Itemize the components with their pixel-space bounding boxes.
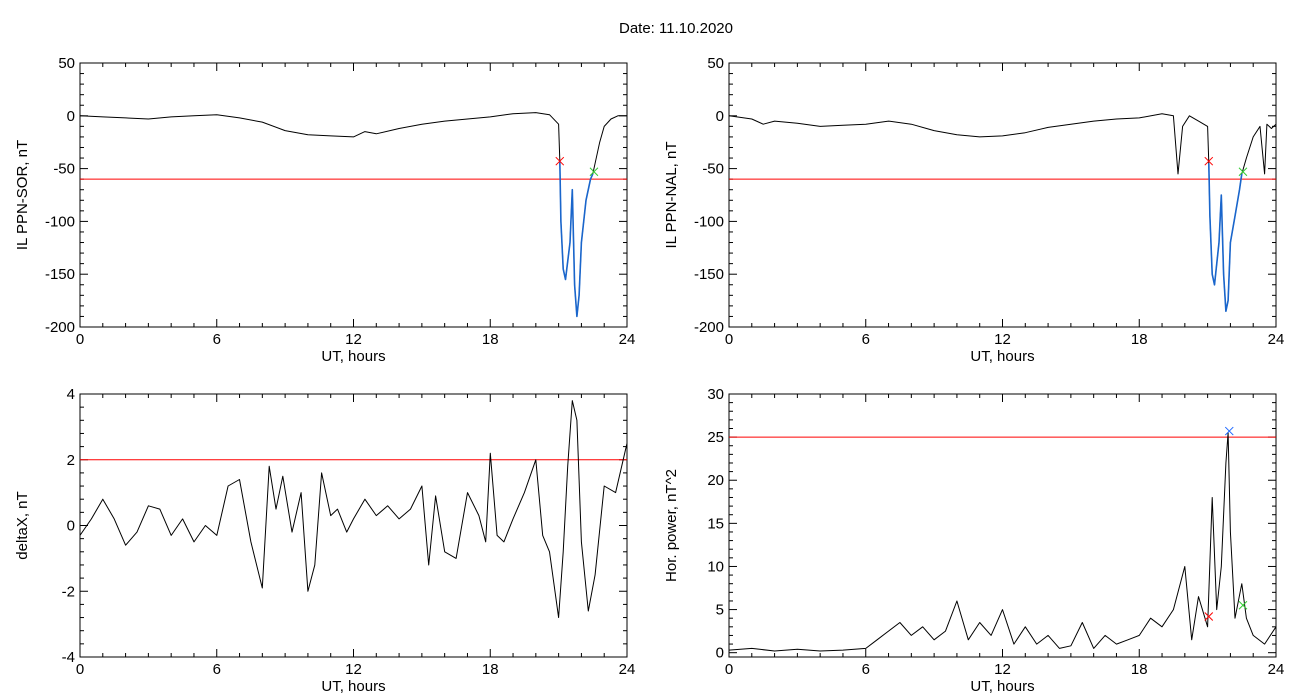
figure-title: Date: 11.10.2020 xyxy=(619,20,733,37)
y-tick-label: -4 xyxy=(62,649,75,666)
panel-ppn-nal: 0 6 12 18 24 -200 -150 -100 -50 0 50 UT, hours IL PP… xyxy=(663,55,1284,365)
x-tick-label: 24 xyxy=(619,331,636,348)
plot-frame xyxy=(728,393,1277,658)
x-tick-label: 24 xyxy=(619,661,636,678)
x-tick-label: 0 xyxy=(725,661,733,678)
series-line xyxy=(729,432,1276,652)
panel-hor-power: 0 6 12 18 24 0 5 10 15 20 25 30 UT, hours Hor. power,… xyxy=(663,386,1284,695)
y-tick-label: 10 xyxy=(707,558,724,575)
x-axis-label: UT, hours xyxy=(321,348,385,365)
plot-area xyxy=(80,400,627,618)
x-tick-label: 0 xyxy=(76,661,84,678)
y-axis-label: IL PPN-NAL, nT xyxy=(663,142,680,249)
x-tick-label: 6 xyxy=(213,331,221,348)
y-tick-label: -200 xyxy=(694,319,724,336)
y-tick-label: -100 xyxy=(45,213,75,230)
y-tick-label: 0 xyxy=(716,645,724,662)
y-tick-label: 30 xyxy=(707,386,724,403)
y-tick-label: 0 xyxy=(716,108,724,125)
plot-area xyxy=(80,112,627,318)
y-tick-label: -50 xyxy=(702,161,724,178)
end-marker xyxy=(589,167,599,177)
y-tick-label: 4 xyxy=(67,386,75,403)
series-line xyxy=(729,113,1276,312)
x-tick-label: 6 xyxy=(213,661,221,678)
x-tick-label: 6 xyxy=(862,661,870,678)
start-marker xyxy=(555,156,565,166)
x-tick-label: 18 xyxy=(482,661,499,678)
y-tick-label: 50 xyxy=(58,55,75,72)
x-tick-label: 12 xyxy=(345,661,362,678)
y-tick-label: 2 xyxy=(67,452,75,469)
y-axis-label: Hor. power, nT^2 xyxy=(663,469,680,582)
event-highlight-line xyxy=(559,160,594,318)
x-tick-label: 12 xyxy=(345,331,362,348)
y-tick-label: -200 xyxy=(45,319,75,336)
x-tick-label: 24 xyxy=(1268,661,1285,678)
y-tick-label: 15 xyxy=(707,515,724,532)
peak-marker xyxy=(1224,426,1234,436)
plot-area xyxy=(729,113,1276,313)
plot-frame xyxy=(79,393,628,658)
x-tick-label: 12 xyxy=(994,331,1011,348)
y-axis-label: deltaX, nT xyxy=(14,491,31,559)
y-tick-label: 0 xyxy=(67,518,75,535)
plot-frame xyxy=(79,62,628,328)
plot-frame xyxy=(728,62,1277,328)
x-axis-label: UT, hours xyxy=(321,678,385,695)
plot-area xyxy=(729,432,1276,652)
x-tick-label: 18 xyxy=(1131,661,1148,678)
y-tick-label: 5 xyxy=(716,602,724,619)
panel-ppn-sor: 0 6 12 18 24 -200 -150 -100 -50 0 50 UT, hours IL PP… xyxy=(14,55,635,365)
x-tick-label: 18 xyxy=(1131,331,1148,348)
x-tick-label: 0 xyxy=(76,331,84,348)
series-line xyxy=(80,400,627,618)
series-line xyxy=(80,112,627,317)
x-tick-label: 24 xyxy=(1268,331,1285,348)
x-tick-label: 12 xyxy=(994,661,1011,678)
start-marker xyxy=(1204,156,1214,166)
end-marker xyxy=(1238,167,1248,177)
x-axis-label: UT, hours xyxy=(970,678,1034,695)
x-axis-label: UT, hours xyxy=(970,348,1034,365)
y-axis-label: IL PPN-SOR, nT xyxy=(14,140,31,250)
y-tick-label: -150 xyxy=(45,266,75,283)
y-tick-label: -50 xyxy=(53,161,75,178)
x-tick-label: 6 xyxy=(862,331,870,348)
y-tick-label: -150 xyxy=(694,266,724,283)
x-tick-label: 18 xyxy=(482,331,499,348)
end-marker xyxy=(1238,600,1248,610)
y-tick-label: -2 xyxy=(62,583,75,600)
start-marker xyxy=(1204,612,1214,621)
y-tick-label: -100 xyxy=(694,213,724,230)
y-tick-label: 0 xyxy=(67,108,75,125)
x-tick-label: 0 xyxy=(725,331,733,348)
y-tick-label: 50 xyxy=(707,55,724,72)
y-tick-label: 25 xyxy=(707,429,724,446)
y-tick-label: 20 xyxy=(707,472,724,489)
event-highlight-line xyxy=(1208,163,1243,313)
